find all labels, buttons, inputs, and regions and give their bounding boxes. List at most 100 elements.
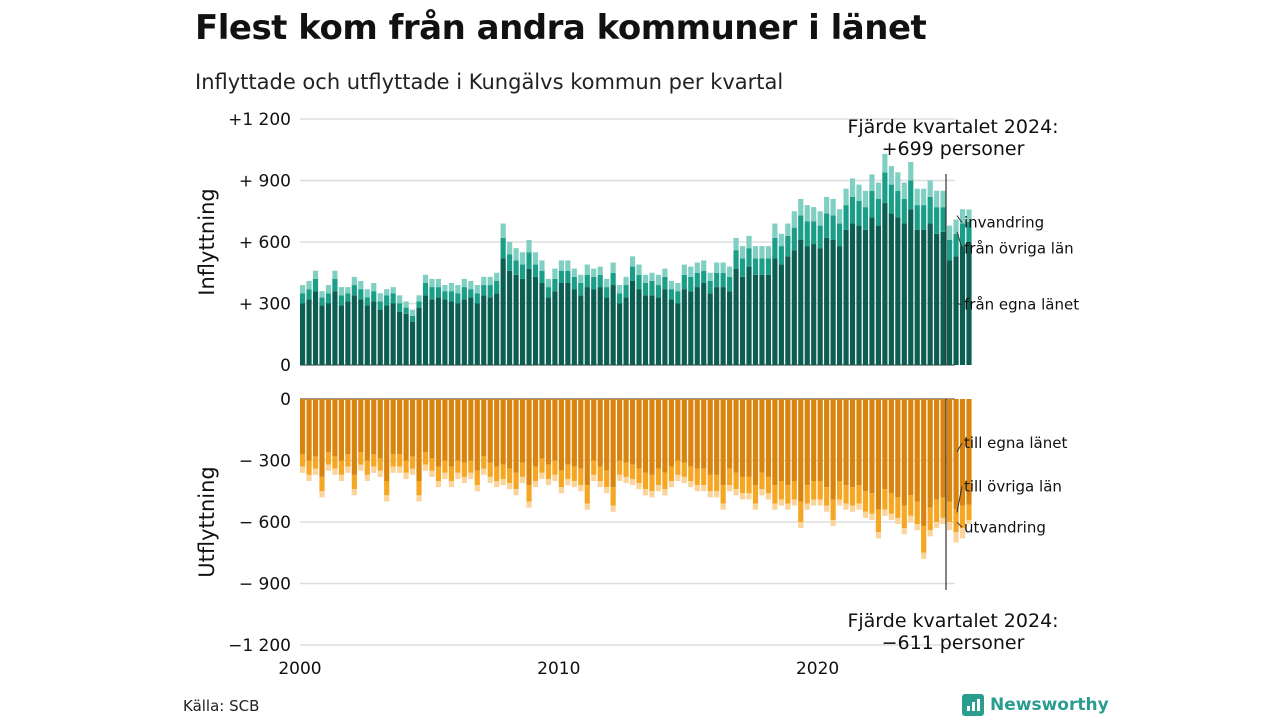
bar-segment	[319, 399, 325, 477]
bar-segment	[785, 223, 791, 236]
bar-segment	[623, 399, 629, 463]
bar-segment	[332, 468, 338, 475]
chart-subtitle: Inflyttade och utflyttade i Kungälvs kom…	[195, 70, 784, 94]
series-label-leader	[956, 231, 963, 249]
bar-segment	[843, 205, 849, 230]
bar-segment	[875, 509, 881, 533]
bar-segment	[895, 190, 901, 218]
bar-segment	[817, 211, 823, 226]
bar-segment	[610, 285, 616, 365]
bar-segment	[843, 485, 849, 504]
bar-segment	[578, 274, 584, 283]
bar-segment	[351, 276, 357, 286]
bar-segment	[558, 260, 564, 271]
bar-segment	[623, 462, 629, 477]
bar-segment	[338, 399, 344, 461]
bar-segment	[811, 207, 817, 222]
bar-segment	[403, 307, 409, 314]
bar-segment	[312, 278, 319, 292]
bar-segment	[701, 485, 707, 492]
bar-segment	[875, 198, 881, 226]
bar-segment	[636, 483, 642, 490]
bar-segment	[371, 454, 377, 467]
bar-segment	[934, 522, 940, 529]
bar-segment	[824, 213, 830, 238]
bar-segment	[455, 460, 461, 473]
bar-segment	[862, 207, 869, 230]
bar-segment	[727, 266, 733, 277]
bar-segment	[765, 493, 772, 500]
bar-segment	[565, 260, 571, 271]
bar-segment	[397, 454, 403, 467]
bar-segment	[966, 399, 972, 505]
annotation-text: Fjärde kvartalet 2024:	[847, 116, 1058, 138]
bar-segment	[345, 454, 351, 467]
bar-segment	[759, 246, 765, 259]
bar-segment	[901, 198, 907, 224]
bar-segment	[778, 499, 784, 506]
bar-segment	[312, 291, 319, 365]
bar-segment	[830, 239, 836, 365]
bar-segment	[927, 530, 933, 537]
bar-segment	[416, 295, 422, 302]
bar-segment	[914, 205, 920, 230]
bar-segment	[539, 458, 545, 473]
bar-segment	[532, 399, 539, 467]
bar-segment	[927, 180, 933, 197]
bar-segment	[804, 246, 810, 365]
bar-segment	[720, 399, 726, 486]
bar-segment	[474, 470, 480, 486]
bar-segment	[358, 289, 364, 300]
bar-segment	[591, 268, 597, 277]
bar-segment	[772, 237, 778, 259]
bar-segment	[455, 472, 461, 479]
bar-segment	[668, 399, 674, 467]
bar-segment	[901, 399, 907, 506]
x-tick-label: 2000	[278, 659, 321, 679]
bar-segment	[875, 225, 881, 365]
bar-segment	[688, 276, 694, 292]
bar-segment	[435, 399, 442, 467]
bar-segment	[727, 485, 733, 492]
bar-segment	[332, 399, 338, 457]
bar-segment	[869, 493, 875, 514]
annotation-value: −611 personer	[882, 632, 1025, 654]
bar-segment	[895, 217, 901, 365]
bar-segment	[604, 297, 610, 365]
bar-segment	[455, 293, 461, 304]
bar-segment	[526, 239, 532, 253]
bar-segment	[468, 289, 474, 298]
bar-segment	[804, 205, 810, 222]
bar-segment	[332, 456, 338, 469]
bar-segment	[675, 283, 681, 292]
bar-segment	[901, 223, 907, 365]
bar-segment	[934, 207, 940, 234]
bar-segment	[733, 268, 739, 365]
bar-segment	[500, 464, 506, 479]
bar-segment	[720, 287, 726, 365]
bar-segment	[558, 283, 564, 365]
bar-segment	[390, 399, 396, 455]
bar-segment	[785, 485, 791, 504]
bar-segment	[526, 501, 532, 508]
bar-segment	[494, 481, 500, 488]
bar-segment	[959, 223, 966, 247]
bar-segment	[487, 399, 493, 463]
bar-segment	[655, 274, 662, 286]
bar-segment	[597, 287, 603, 365]
bar-segment	[947, 225, 953, 240]
y-tick-label: − 600	[239, 513, 291, 533]
bar-segment	[714, 262, 720, 273]
bar-segment	[888, 213, 894, 365]
bar-segment	[377, 458, 383, 471]
bar-segment	[752, 274, 759, 365]
bar-segment	[759, 399, 765, 473]
bar-segment	[325, 285, 332, 294]
bar-segment	[921, 526, 927, 553]
bar-segment	[688, 481, 694, 488]
bar-segment	[312, 468, 319, 475]
bar-segment	[610, 399, 616, 488]
bar-segment	[442, 399, 448, 461]
bar-segment	[959, 505, 966, 529]
bar-segment	[384, 481, 390, 496]
